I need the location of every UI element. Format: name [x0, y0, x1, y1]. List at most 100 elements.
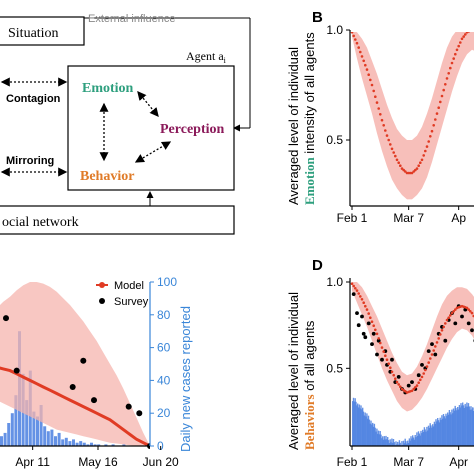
panel-d-case-bar — [462, 402, 464, 446]
panel-b-model-point — [414, 168, 417, 172]
panel-d-model-point — [439, 333, 442, 336]
panel-d-case-bar — [354, 398, 356, 446]
panel-d-case-bar — [446, 415, 448, 446]
panel-d-model-point — [372, 324, 376, 328]
panel-d-case-bar — [466, 402, 468, 446]
panel-d-model-point — [394, 377, 397, 381]
panel-d-model-point — [364, 304, 367, 308]
panel-d-case-bar — [396, 444, 398, 446]
panel-d-case-bar — [442, 414, 445, 446]
panel-d-model-point — [375, 332, 379, 336]
panel-c-case-bar — [90, 442, 93, 446]
panel-b-model-point — [352, 34, 356, 38]
panel-b-model-point — [471, 29, 474, 32]
panel-d-case-bar — [459, 407, 461, 446]
panel-d-model-point — [389, 366, 392, 370]
panel-d-case-bar — [402, 440, 405, 446]
panel-d-case-bar — [453, 410, 456, 446]
panel-d-case-bar — [445, 413, 447, 446]
panel-d-model-point — [412, 387, 416, 391]
panel-c-survey-point — [91, 397, 97, 404]
panel-d-survey-point — [433, 352, 438, 357]
legend-model-marker — [99, 282, 105, 288]
panel-d-case-bar — [424, 429, 426, 446]
panel-d-case-bar — [377, 433, 379, 446]
panel-d-case-bar — [407, 443, 410, 446]
panel-d-case-bar — [387, 437, 389, 446]
panel-b-ytick-label: 1.0 — [326, 23, 343, 37]
mirroring-label: Mirroring — [6, 155, 54, 167]
panel-b-band — [352, 32, 474, 200]
panel-d-case-bar — [392, 442, 394, 446]
panel-d-xtick-label: Feb 1 — [337, 455, 368, 469]
panel-d-model-point — [450, 311, 454, 315]
panel-d-model-point — [454, 308, 457, 311]
social-network-label: ocial network — [2, 215, 79, 230]
panel-d-case-bar — [372, 422, 374, 446]
panel-d-case-bar — [412, 435, 414, 446]
panel-c-band — [0, 282, 150, 446]
behavior-perception-arrow — [134, 141, 172, 163]
panel-d-case-bar — [417, 436, 419, 446]
panel-d-case-bar — [449, 412, 451, 446]
panel-d-chart: D 0.5 1.0 Feb 1 Mar 7 Apr Averaged level of … — [286, 257, 474, 469]
panel-b-model-point — [399, 164, 402, 167]
panel-b-model-point — [362, 59, 366, 63]
panel-d-case-bar — [443, 416, 446, 446]
panel-c-y2tick-label: 100 — [157, 275, 177, 289]
panel-b-model-point — [394, 154, 397, 158]
panel-d-survey-point — [360, 314, 364, 319]
behavior-label: Behavior — [80, 169, 134, 184]
panel-b-model-point — [357, 46, 361, 49]
panel-d-case-bar — [370, 420, 372, 446]
panel-c-case-bar — [79, 441, 83, 446]
panel-d-case-bar — [460, 403, 462, 446]
panel-d-survey-point — [466, 321, 471, 326]
panel-b-model-point — [452, 57, 456, 60]
panel-d-case-bar — [409, 440, 411, 446]
panel-d-model-point — [434, 345, 437, 348]
panel-d-case-bar — [439, 417, 441, 446]
panel-b-model-point — [434, 118, 437, 121]
panel-c-case-bar — [68, 441, 72, 446]
panel-c-survey-point — [125, 403, 132, 410]
panel-b-model-point — [392, 151, 396, 154]
panel-d-case-bar — [471, 409, 473, 446]
panel-d-case-bar — [403, 443, 406, 446]
panel-d-model-point — [350, 282, 354, 286]
panel-d-case-bar — [422, 432, 425, 446]
panel-d-case-bar — [404, 438, 406, 446]
panel-c-legend: Model Survey — [96, 280, 149, 308]
panel-d-case-bar — [416, 432, 418, 446]
panel-b-model-point — [389, 143, 392, 146]
panel-d-case-bar — [457, 407, 459, 446]
panel-d-case-bar — [468, 406, 471, 446]
panel-c-y2tick-label: 40 — [157, 373, 171, 387]
legend-survey-marker — [99, 298, 105, 304]
panel-d-case-bar — [442, 418, 444, 446]
panel-d-model-point — [424, 368, 427, 372]
panel-d-survey-point — [453, 321, 458, 326]
panel-c-case-bar — [32, 411, 36, 446]
social-network-box — [0, 205, 235, 235]
panel-d-model-point — [354, 287, 357, 290]
panel-c-case-bar — [43, 426, 47, 446]
panel-c-case-bar — [7, 423, 11, 446]
panel-c-xtick-label: May 16 — [78, 455, 118, 469]
panel-d-model-point — [444, 322, 447, 325]
panel-d-case-bar — [395, 441, 397, 446]
panel-b-model-point — [364, 63, 367, 67]
panel-c-case-bar — [97, 444, 101, 446]
panel-d-case-bar — [380, 434, 382, 446]
panel-d-case-bar — [427, 430, 429, 446]
panel-d-case-bar — [470, 406, 472, 446]
panel-d-case-bar — [433, 421, 436, 446]
panel-b-model-point — [464, 33, 467, 36]
panel-c-case-bar — [61, 439, 65, 446]
panel-d-case-bar — [397, 441, 399, 446]
panel-d-survey-point — [375, 352, 379, 357]
panel-b-ytick-label: 0.5 — [326, 133, 343, 147]
panel-d-survey-point — [355, 311, 359, 315]
panel-c-case-bar — [36, 416, 39, 446]
